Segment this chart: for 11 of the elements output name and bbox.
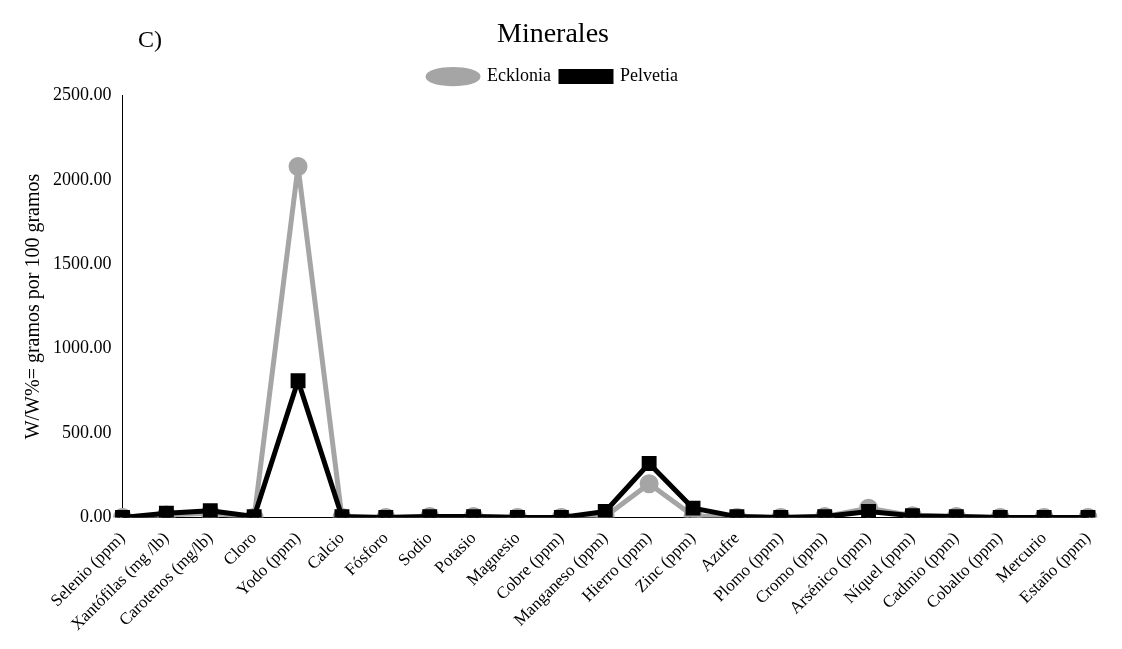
legend-label: Ecklonia <box>487 65 552 86</box>
y-tick-label: 2000.00 <box>53 168 112 189</box>
y-tick-label: 500.00 <box>62 421 112 442</box>
y-tick-label: 2500.00 <box>53 84 112 105</box>
y-tick-label: 0.00 <box>80 506 112 527</box>
y-tick-label: 1500.00 <box>53 253 112 274</box>
y-axis-title: W/W%= gramos por 100 gramos <box>21 173 45 440</box>
y-tick-label: 1000.00 <box>53 337 112 358</box>
legend-label: Pelvetia <box>620 65 678 86</box>
text: C) <box>138 26 162 53</box>
chart-title: Minerales <box>497 17 609 49</box>
